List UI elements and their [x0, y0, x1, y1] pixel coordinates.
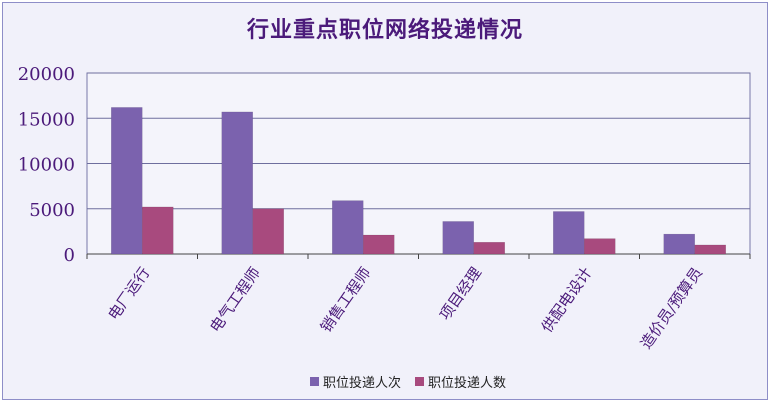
bar-series-2	[363, 234, 395, 255]
legend-item-series-2: 职位投递人数	[415, 372, 506, 391]
y-tick-label: 0	[64, 245, 75, 266]
bar-series-1	[221, 111, 253, 255]
legend-label-series-1: 职位投递人次	[323, 376, 402, 391]
bar-series-2	[584, 238, 616, 255]
bar-series-2	[252, 208, 284, 255]
y-tick-label: 5000	[29, 200, 75, 221]
chart-title: 行业重点职位网络投递情况	[246, 17, 523, 43]
legend-label-series-2: 职位投递人数	[428, 376, 507, 391]
y-tick-label: 15000	[18, 109, 75, 130]
x-tick-label: 造价员/预算员	[637, 264, 706, 352]
bar-series-1	[332, 200, 364, 255]
y-tick-label: 10000	[18, 155, 75, 176]
bar-series-1	[111, 107, 143, 255]
x-tick-label: 电厂运行	[104, 264, 153, 323]
bar-series-2	[473, 241, 505, 255]
bar-series-2	[694, 244, 726, 255]
bar-series-1	[442, 221, 474, 255]
x-tick-label: 销售工程师	[317, 264, 375, 336]
x-tick-label: 电气工程师	[206, 264, 264, 336]
x-tick-label: 项目经理	[436, 264, 485, 323]
bar-series-1	[553, 211, 585, 255]
x-tick-label: 供配电设计	[538, 264, 596, 336]
bar-series-1	[663, 233, 695, 255]
legend-swatch-series-1	[310, 377, 319, 386]
legend-swatch-series-2	[415, 377, 425, 386]
bar-series-2	[142, 206, 174, 255]
legend-item-series-1: 职位投递人次	[310, 372, 401, 391]
y-tick-label: 20000	[18, 64, 75, 85]
legend: 职位投递人次 职位投递人数	[310, 372, 520, 391]
